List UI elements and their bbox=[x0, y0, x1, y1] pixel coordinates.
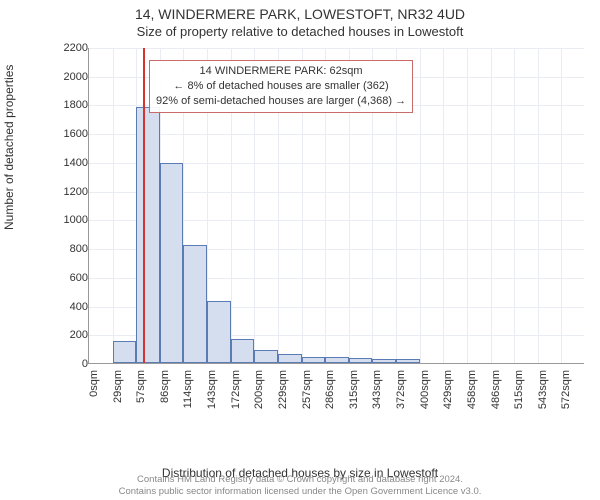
y-tick-label: 0 bbox=[56, 358, 88, 370]
gridline-h bbox=[89, 48, 584, 49]
x-tick-label: 229sqm bbox=[277, 370, 289, 410]
x-tick-label: 400sqm bbox=[419, 370, 431, 410]
gridline-v bbox=[113, 48, 114, 363]
page-title: 14, WINDERMERE PARK, LOWESTOFT, NR32 4UD bbox=[0, 0, 600, 22]
y-tick-label: 1800 bbox=[56, 99, 88, 111]
x-tick-label: 429sqm bbox=[442, 370, 454, 410]
x-tick-label: 172sqm bbox=[230, 370, 242, 410]
histogram-bar bbox=[349, 358, 373, 363]
x-tick-label: 458sqm bbox=[466, 370, 478, 410]
gridline-v bbox=[561, 48, 562, 363]
footer-attribution: Contains HM Land Registry data © Crown c… bbox=[0, 474, 600, 498]
x-tick-label: 57sqm bbox=[135, 370, 147, 410]
x-tick-label: 343sqm bbox=[371, 370, 383, 410]
gridline-v bbox=[443, 48, 444, 363]
y-tick-label: 2200 bbox=[56, 42, 88, 54]
x-tick-label: 372sqm bbox=[395, 370, 407, 410]
gridline-v bbox=[467, 48, 468, 363]
x-tick-label: 143sqm bbox=[206, 370, 218, 410]
x-tick-label: 86sqm bbox=[159, 370, 171, 410]
histogram-bar bbox=[207, 301, 231, 363]
y-tick-label: 1000 bbox=[56, 214, 88, 226]
y-tick-label: 2000 bbox=[56, 71, 88, 83]
y-tick-label: 800 bbox=[56, 243, 88, 255]
histogram-bar bbox=[136, 107, 160, 363]
histogram-plot: 14 WINDERMERE PARK: 62sqm ← 8% of detach… bbox=[88, 48, 584, 364]
y-tick-label: 1200 bbox=[56, 186, 88, 198]
y-tick-label: 400 bbox=[56, 301, 88, 313]
footer-line-2: Contains public sector information licen… bbox=[0, 486, 600, 498]
x-tick-label: 0sqm bbox=[88, 370, 100, 410]
gridline-v bbox=[420, 48, 421, 363]
x-tick-label: 315sqm bbox=[348, 370, 360, 410]
histogram-bar bbox=[254, 350, 278, 363]
x-tick-label: 572sqm bbox=[560, 370, 572, 410]
histogram-bar bbox=[302, 357, 326, 363]
chart-area: 14 WINDERMERE PARK: 62sqm ← 8% of detach… bbox=[50, 44, 590, 414]
info-line-3: 92% of semi-detached houses are larger (… bbox=[156, 94, 406, 109]
histogram-bar bbox=[113, 341, 137, 363]
histogram-bar bbox=[325, 357, 349, 363]
footer-line-1: Contains HM Land Registry data © Crown c… bbox=[0, 474, 600, 486]
info-box: 14 WINDERMERE PARK: 62sqm ← 8% of detach… bbox=[149, 60, 413, 113]
gridline-h bbox=[89, 134, 584, 135]
y-tick-label: 1400 bbox=[56, 157, 88, 169]
x-tick-label: 114sqm bbox=[182, 370, 194, 410]
gridline-v bbox=[514, 48, 515, 363]
info-line-2: ← 8% of detached houses are smaller (362… bbox=[156, 79, 406, 94]
property-marker-line bbox=[143, 48, 145, 363]
x-tick-label: 257sqm bbox=[301, 370, 313, 410]
histogram-bar bbox=[372, 359, 396, 363]
y-axis-label: Number of detached properties bbox=[2, 65, 16, 230]
histogram-bar bbox=[396, 359, 420, 363]
x-tick-label: 486sqm bbox=[490, 370, 502, 410]
x-tick-label: 515sqm bbox=[513, 370, 525, 410]
gridline-v bbox=[538, 48, 539, 363]
histogram-bar bbox=[160, 163, 184, 363]
histogram-bar bbox=[183, 245, 207, 363]
x-tick-label: 286sqm bbox=[324, 370, 336, 410]
y-tick-label: 1600 bbox=[56, 128, 88, 140]
histogram-bar bbox=[231, 339, 255, 363]
histogram-bar bbox=[278, 354, 302, 363]
y-tick-label: 200 bbox=[56, 329, 88, 341]
page-subtitle: Size of property relative to detached ho… bbox=[0, 22, 600, 39]
info-line-1: 14 WINDERMERE PARK: 62sqm bbox=[156, 64, 406, 79]
x-tick-label: 200sqm bbox=[253, 370, 265, 410]
x-tick-label: 29sqm bbox=[112, 370, 124, 410]
gridline-v bbox=[491, 48, 492, 363]
y-tick-label: 600 bbox=[56, 272, 88, 284]
x-tick-label: 543sqm bbox=[537, 370, 549, 410]
